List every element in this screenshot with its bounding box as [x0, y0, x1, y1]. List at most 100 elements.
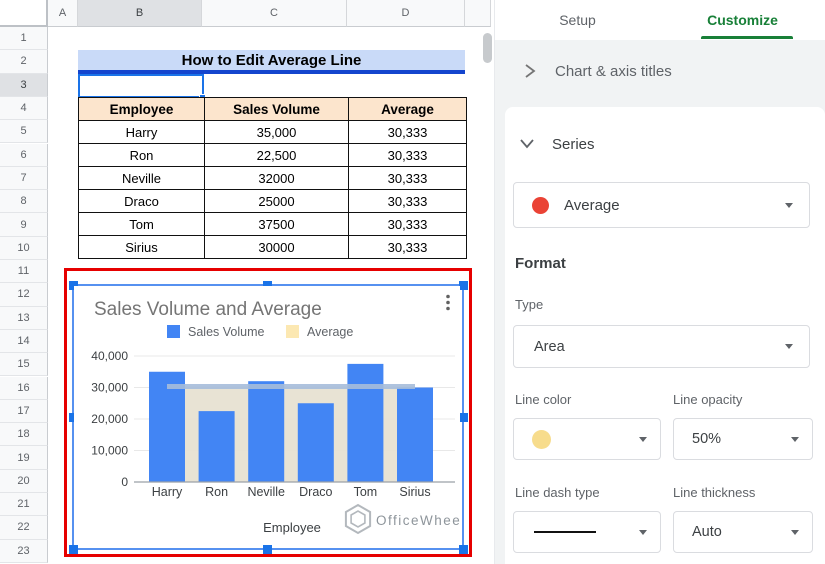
- table-cell[interactable]: 25000: [204, 189, 349, 213]
- row-header-8[interactable]: 8: [0, 190, 48, 214]
- table-cell[interactable]: 30,333: [348, 166, 467, 190]
- series-select-dropdown[interactable]: Average: [513, 182, 810, 228]
- vertical-scrollbar-thumb[interactable]: [483, 33, 492, 63]
- bar-neville: [248, 381, 285, 482]
- table-header-row: Employee Sales Volume Average: [78, 97, 467, 121]
- tab-customize[interactable]: Customize: [707, 12, 778, 28]
- line-opacity-value: 50%: [692, 431, 722, 447]
- row-header-7[interactable]: 7: [0, 166, 48, 191]
- chart-menu-icon[interactable]: [446, 300, 450, 305]
- table-cell[interactable]: Draco: [78, 189, 205, 213]
- row-header-14[interactable]: 14: [0, 329, 48, 354]
- row-header-22[interactable]: 22: [0, 516, 48, 540]
- chart-title[interactable]: Sales Volume and Average: [94, 299, 322, 320]
- legend-label: Sales Volume: [188, 325, 264, 339]
- x-axis-tick-label: Tom: [354, 485, 378, 499]
- row-header-18[interactable]: 18: [0, 423, 48, 447]
- sheet-corner-cell[interactable]: [0, 0, 48, 27]
- chart-menu-icon[interactable]: [446, 306, 450, 311]
- table-row: Harry 35,000 30,333: [78, 120, 467, 144]
- table-cell[interactable]: 30,333: [348, 120, 467, 144]
- table-cell[interactable]: 35,000: [204, 120, 349, 144]
- section-chart-axis-titles[interactable]: Chart & axis titles: [495, 40, 825, 102]
- y-axis-tick-label: 20,000: [91, 412, 128, 426]
- row-header-9[interactable]: 9: [0, 213, 48, 237]
- section-series[interactable]: Series: [505, 127, 825, 161]
- selected-cell-b3[interactable]: [78, 74, 204, 98]
- embedded-chart[interactable]: Sales Volume and Average Sales Volume Aver…: [74, 286, 464, 544]
- line-thickness-label: Line thickness: [673, 485, 756, 500]
- table-cell[interactable]: 30,333: [348, 143, 467, 167]
- chart-canvas[interactable]: Sales Volume and Average Sales Volume Aver…: [74, 286, 464, 544]
- tab-setup[interactable]: Setup: [559, 12, 596, 28]
- type-dropdown[interactable]: Area: [513, 325, 810, 368]
- row-header-19[interactable]: 19: [0, 446, 48, 470]
- resize-handle-bottom-left[interactable]: [69, 545, 78, 554]
- table-cell[interactable]: 30,333: [348, 212, 467, 236]
- resize-handle-top-mid[interactable]: [263, 281, 272, 290]
- row-header-6[interactable]: 6: [0, 143, 48, 167]
- table-cell[interactable]: Ron: [78, 143, 205, 167]
- line-thickness-value: Auto: [692, 524, 722, 540]
- x-axis-tick-label: Ron: [205, 485, 228, 499]
- table-header-cell[interactable]: Employee: [78, 97, 205, 121]
- table-cell[interactable]: 37500: [204, 212, 349, 236]
- column-header-a[interactable]: A: [48, 0, 78, 27]
- row-header-3[interactable]: 3: [0, 73, 48, 97]
- row-header-1[interactable]: 1: [0, 27, 48, 51]
- sheet-panel-divider: [494, 0, 495, 564]
- row-header-10[interactable]: 10: [0, 236, 48, 260]
- line-dash-dropdown[interactable]: [513, 511, 661, 553]
- row-header-2[interactable]: 2: [0, 50, 48, 74]
- column-header-partial[interactable]: [465, 0, 491, 27]
- resize-handle-mid-left[interactable]: [69, 413, 78, 422]
- dropdown-caret-icon: [785, 344, 793, 349]
- row-header-11[interactable]: 11: [0, 260, 48, 284]
- line-opacity-label: Line opacity: [673, 392, 743, 407]
- legend-swatch-average: [286, 325, 299, 338]
- table-cell[interactable]: 22,500: [204, 143, 349, 167]
- resize-handle-bottom-mid[interactable]: [263, 545, 272, 554]
- chevron-right-icon: [525, 64, 536, 78]
- row-header-16[interactable]: 16: [0, 376, 48, 400]
- row-header-13[interactable]: 13: [0, 306, 48, 330]
- legend-label: Average: [307, 325, 353, 339]
- dropdown-caret-icon: [639, 529, 647, 535]
- line-thickness-dropdown[interactable]: Auto: [673, 511, 813, 553]
- row-header-12[interactable]: 12: [0, 283, 48, 307]
- resize-handle-top-left[interactable]: [69, 281, 78, 290]
- row-header-23[interactable]: 23: [0, 539, 48, 563]
- bar-tom: [347, 363, 384, 482]
- table-cell[interactable]: 30,333: [348, 189, 467, 213]
- row-header-15[interactable]: 15: [0, 353, 48, 377]
- table-cell[interactable]: 30,333: [348, 235, 467, 259]
- table-cell[interactable]: Neville: [78, 166, 205, 190]
- dropdown-caret-icon: [639, 436, 647, 442]
- x-axis-tick-label: Draco: [299, 485, 332, 499]
- line-opacity-dropdown[interactable]: 50%: [673, 418, 813, 460]
- resize-handle-top-right[interactable]: [459, 281, 468, 290]
- row-header-21[interactable]: 21: [0, 493, 48, 517]
- row-header-4[interactable]: 4: [0, 96, 48, 121]
- resize-handle-bottom-right[interactable]: [459, 545, 468, 554]
- table-cell[interactable]: Sirius: [78, 235, 205, 259]
- table-cell[interactable]: 30000: [204, 235, 349, 259]
- row-header-5[interactable]: 5: [0, 120, 48, 144]
- table-header-cell[interactable]: Average: [348, 97, 467, 121]
- resize-handle-mid-right[interactable]: [459, 413, 468, 422]
- table-header-cell[interactable]: Sales Volume: [204, 97, 349, 121]
- section-label: Series: [552, 135, 595, 153]
- chart-menu-icon[interactable]: [446, 294, 450, 299]
- table-cell[interactable]: 32000: [204, 166, 349, 190]
- employee-sales-table[interactable]: Employee Sales Volume Average Harry 35,000 3…: [78, 97, 467, 259]
- row-header-17[interactable]: 17: [0, 399, 48, 424]
- line-color-dropdown[interactable]: [513, 418, 661, 460]
- table-cell[interactable]: Harry: [78, 120, 205, 144]
- column-header-d[interactable]: D: [347, 0, 465, 27]
- column-header-c[interactable]: C: [202, 0, 347, 27]
- title-banner-cell[interactable]: How to Edit Average Line: [78, 50, 465, 74]
- column-header-b[interactable]: B: [78, 0, 202, 27]
- row-header-20[interactable]: 20: [0, 469, 48, 493]
- table-cell[interactable]: Tom: [78, 212, 205, 236]
